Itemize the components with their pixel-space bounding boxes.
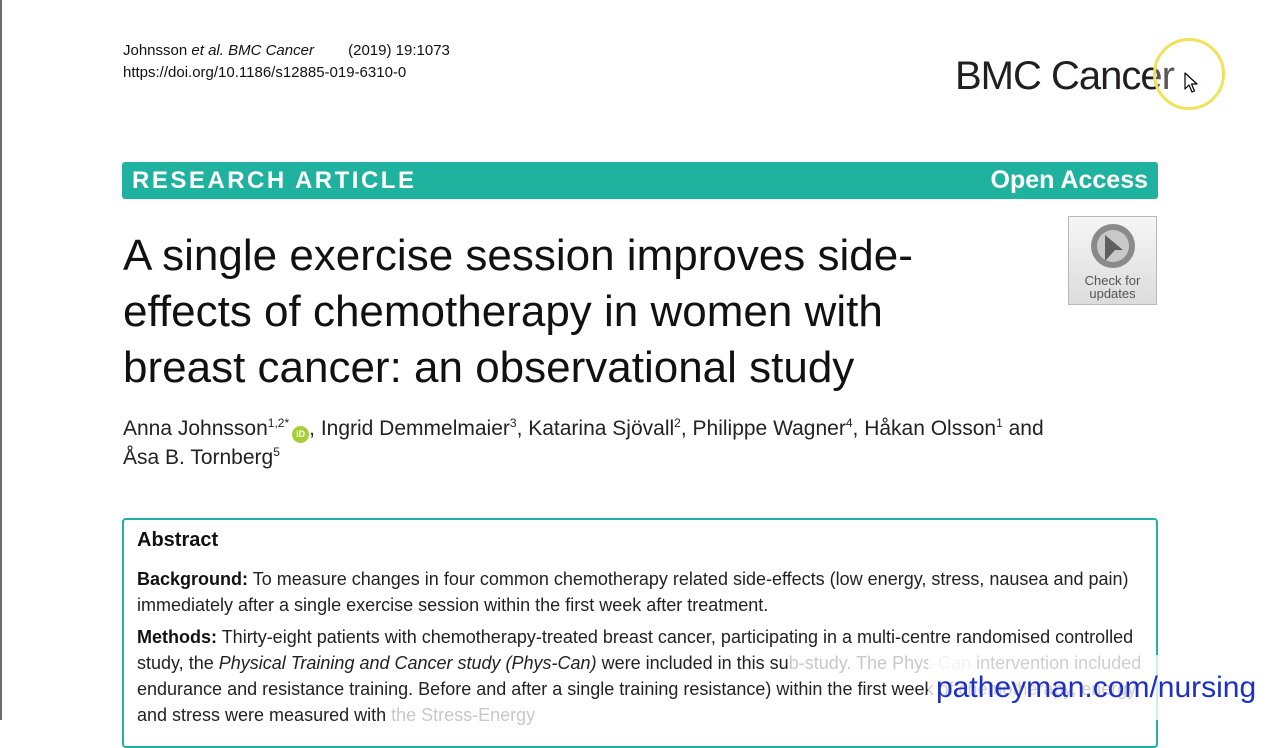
author-affiliation: 1 xyxy=(996,416,1003,430)
check-for-updates-line2: updates xyxy=(1089,286,1136,301)
abstract-heading: Abstract xyxy=(137,529,219,551)
article-type-label: RESEARCH ARTICLE xyxy=(132,166,417,194)
doi-link[interactable]: https://doi.org/10.1186/s12885-019-6310-… xyxy=(123,64,407,81)
author-affiliation: 4 xyxy=(845,416,853,430)
citation-etal: et al. xyxy=(191,42,224,59)
article-title: A single exercise session improves side-… xyxy=(123,228,1023,396)
methods-study-name: Physical Training and Cancer study (Phys… xyxy=(218,653,597,673)
author-name[interactable]: Åsa B. Tornberg xyxy=(123,446,274,469)
methods-label: Methods: xyxy=(137,627,217,647)
citation-authors: Johnsson xyxy=(123,42,188,59)
authors-conjunction: and xyxy=(1008,417,1044,440)
author-affiliation: 1,2* xyxy=(267,416,290,430)
abstract-methods: Methods: Thirty-eight patients with chem… xyxy=(137,624,1145,728)
citation-volume: (2019) 19:1073 xyxy=(348,42,450,59)
author-name[interactable]: Philippe Wagner xyxy=(692,417,846,440)
author-name[interactable]: Håkan Olsson xyxy=(864,417,997,440)
watermark-text: patheyman.com/nursing xyxy=(936,671,1257,704)
check-for-updates-line1: Check for xyxy=(1084,273,1141,288)
author-affiliation: 5 xyxy=(273,445,280,459)
author-list: Anna Johnsson1,2*iD, Ingrid Demmelmaier3… xyxy=(123,416,1044,469)
cursor-highlight-ring xyxy=(1153,38,1225,110)
author-affiliation: 2 xyxy=(674,416,681,430)
mouse-cursor-icon xyxy=(1184,72,1198,93)
open-access-label: Open Access xyxy=(990,166,1148,194)
orcid-icon[interactable]: iD xyxy=(292,426,310,443)
author-affiliation: 3 xyxy=(509,416,517,430)
author-name[interactable]: Anna Johnsson xyxy=(123,417,268,440)
methods-text-2-faded: b-study. The Phys-Can xyxy=(788,653,972,673)
article-type-banner: RESEARCH ARTICLE Open Access xyxy=(122,162,1158,199)
title-line-3: breast cancer: an observational study xyxy=(123,343,855,392)
title-line-1: A single exercise session improves side- xyxy=(123,231,913,280)
abstract-background: Background: To measure changes in four c… xyxy=(137,566,1145,618)
methods-text-1: Thirty-eight patients with chemotherapy-… xyxy=(137,627,1134,673)
background-label: Background: xyxy=(137,569,249,589)
methods-text-2: were included in this su xyxy=(601,653,789,673)
title-line-2: effects of chemotherapy in women with xyxy=(123,287,883,336)
journal-citation: Johnsson et al. BMC Cancer (2019) 19:107… xyxy=(123,40,450,62)
author-name[interactable]: Katarina Sjövall xyxy=(528,417,675,440)
author-name[interactable]: Ingrid Demmelmaier xyxy=(320,417,510,440)
check-for-updates-badge-icon xyxy=(1090,224,1135,268)
methods-text-4-faded: the Stress-Energy xyxy=(391,705,536,725)
background-text: To measure changes in four common chemot… xyxy=(137,569,1129,615)
watermark-backdrop xyxy=(928,655,1280,720)
check-for-updates-badge[interactable]: Check for updates xyxy=(1068,216,1157,305)
page-left-border xyxy=(0,0,2,720)
journal-logo: BMC Cancer xyxy=(955,54,1175,98)
citation-journal: BMC Cancer xyxy=(228,42,314,59)
